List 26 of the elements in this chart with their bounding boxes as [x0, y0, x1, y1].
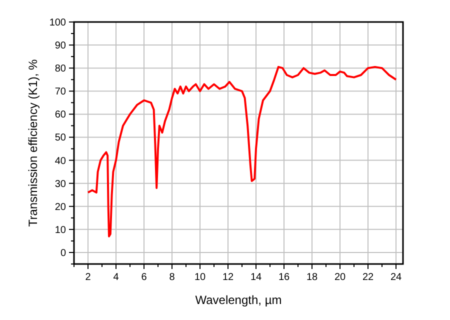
- y-tick-label: 60: [54, 110, 66, 121]
- x-tick-label: 8: [169, 272, 176, 283]
- x-tick-label: 24: [390, 272, 402, 283]
- y-tick-label: 90: [54, 40, 66, 52]
- x-tick-label: 14: [250, 272, 262, 283]
- x-tick-label: 16: [278, 272, 290, 283]
- y-tick-label: 30: [54, 178, 66, 190]
- y-tick-label: 20: [54, 202, 66, 213]
- x-tick-label: 20: [334, 272, 346, 283]
- x-tick-label: 6: [141, 272, 148, 283]
- y-tick-label: 10: [54, 224, 66, 236]
- y-tick-label: 70: [54, 86, 66, 98]
- x-tick-label: 22: [362, 272, 374, 283]
- y-axis-title: Transmission efficiency (K1), %: [26, 58, 40, 227]
- x-axis-title: Wavelength, µm: [195, 293, 282, 307]
- line-series: [87, 66, 397, 238]
- x-tick-label: 4: [113, 272, 120, 283]
- x-tick-label: 18: [306, 272, 318, 283]
- y-tick-label: 40: [54, 156, 66, 167]
- x-tick-label: 12: [222, 272, 234, 283]
- y-tick-label: 80: [54, 64, 66, 75]
- y-tick-label: 100: [49, 18, 66, 28]
- y-tick-label: 50: [54, 132, 66, 144]
- x-tick-label: 10: [194, 272, 206, 283]
- x-tick-label: 2: [85, 272, 92, 283]
- y-tick-label: 0: [60, 248, 66, 259]
